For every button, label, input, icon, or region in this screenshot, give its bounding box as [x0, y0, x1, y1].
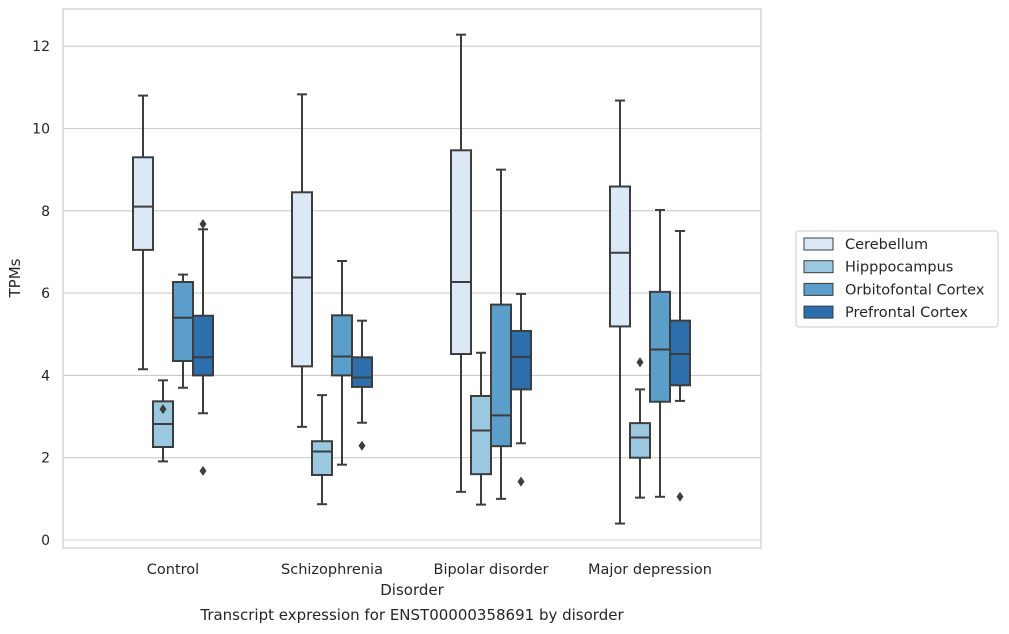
x-axis-label: Disorder	[380, 581, 444, 599]
box-cerebellum	[291, 93, 313, 428]
box-hipppocampus	[629, 357, 651, 499]
plot-frame	[62, 8, 762, 549]
iqr-box	[649, 290, 671, 403]
y-tick-label: 6	[41, 286, 50, 302]
figure-caption: Transcript expression for ENST0000035869…	[200, 606, 624, 624]
outlier-point	[358, 440, 366, 451]
box-plot-marks	[132, 33, 691, 525]
legend-label: Prefrontal Cortex	[845, 305, 968, 321]
outlier-point	[199, 465, 207, 476]
box-hipppocampus	[311, 394, 333, 506]
iqr-box	[291, 191, 313, 368]
legend-label: Cerebellum	[845, 237, 928, 253]
x-axis-ticks: Control Schizophrenia Bipolar disorder Majo…	[147, 562, 712, 578]
box-cerebellum	[450, 33, 472, 493]
x-tick-label: Schizophrenia	[281, 562, 383, 578]
box-orbitofontal-cortex	[331, 260, 353, 466]
x-tick-label: Major depression	[588, 562, 712, 578]
legend-label: Hipppocampus	[845, 260, 953, 276]
iqr-box	[132, 156, 154, 251]
outlier-point	[159, 404, 167, 415]
iqr-box	[510, 329, 532, 391]
y-tick-label: 4	[41, 368, 50, 384]
legend-swatch	[803, 305, 834, 319]
y-axis-label: TPMs	[6, 258, 24, 298]
box-prefrontal-cortex	[351, 319, 373, 451]
iqr-box	[172, 280, 194, 362]
outlier-point	[636, 357, 644, 368]
box-prefrontal-cortex	[192, 218, 214, 476]
box-orbitofontal-cortex	[490, 168, 512, 500]
iqr-box	[192, 314, 214, 377]
y-tick-label: 8	[41, 204, 50, 220]
box-orbitofontal-cortex	[649, 208, 671, 498]
iqr-box	[311, 440, 333, 476]
box-cerebellum	[609, 99, 631, 525]
iqr-box	[450, 149, 472, 356]
legend-swatch	[803, 282, 834, 296]
iqr-box	[470, 394, 492, 476]
legend-label: Orbitofontal Cortex	[845, 282, 985, 298]
iqr-box	[609, 185, 631, 328]
y-tick-label: 12	[32, 39, 50, 55]
box-hipppocampus	[152, 379, 174, 463]
box-hipppocampus	[470, 351, 492, 506]
legend-frame	[795, 230, 999, 328]
outlier-point	[517, 476, 525, 487]
x-tick-label: Bipolar disorder	[434, 562, 549, 578]
box-prefrontal-cortex	[510, 292, 532, 487]
legend-swatch	[803, 237, 834, 251]
box-cerebellum	[132, 94, 154, 371]
outlier-point	[676, 491, 684, 502]
legend: Cerebellum Hipppocampus Orbitofontal Corte…	[795, 230, 999, 328]
iqr-box	[669, 319, 691, 387]
iqr-box	[331, 314, 353, 377]
legend-swatch	[803, 260, 834, 274]
y-axis-ticks: 0 2 4 6 8 10 12	[32, 39, 50, 549]
y-tick-label: 2	[41, 451, 50, 467]
box-prefrontal-cortex	[669, 229, 691, 502]
iqr-box	[351, 356, 373, 388]
x-tick-label: Control	[147, 562, 199, 578]
y-tick-label: 10	[32, 122, 50, 138]
y-tick-label: 0	[41, 533, 50, 549]
outlier-point	[199, 218, 207, 229]
iqr-box	[490, 303, 512, 448]
iqr-box	[629, 422, 651, 459]
